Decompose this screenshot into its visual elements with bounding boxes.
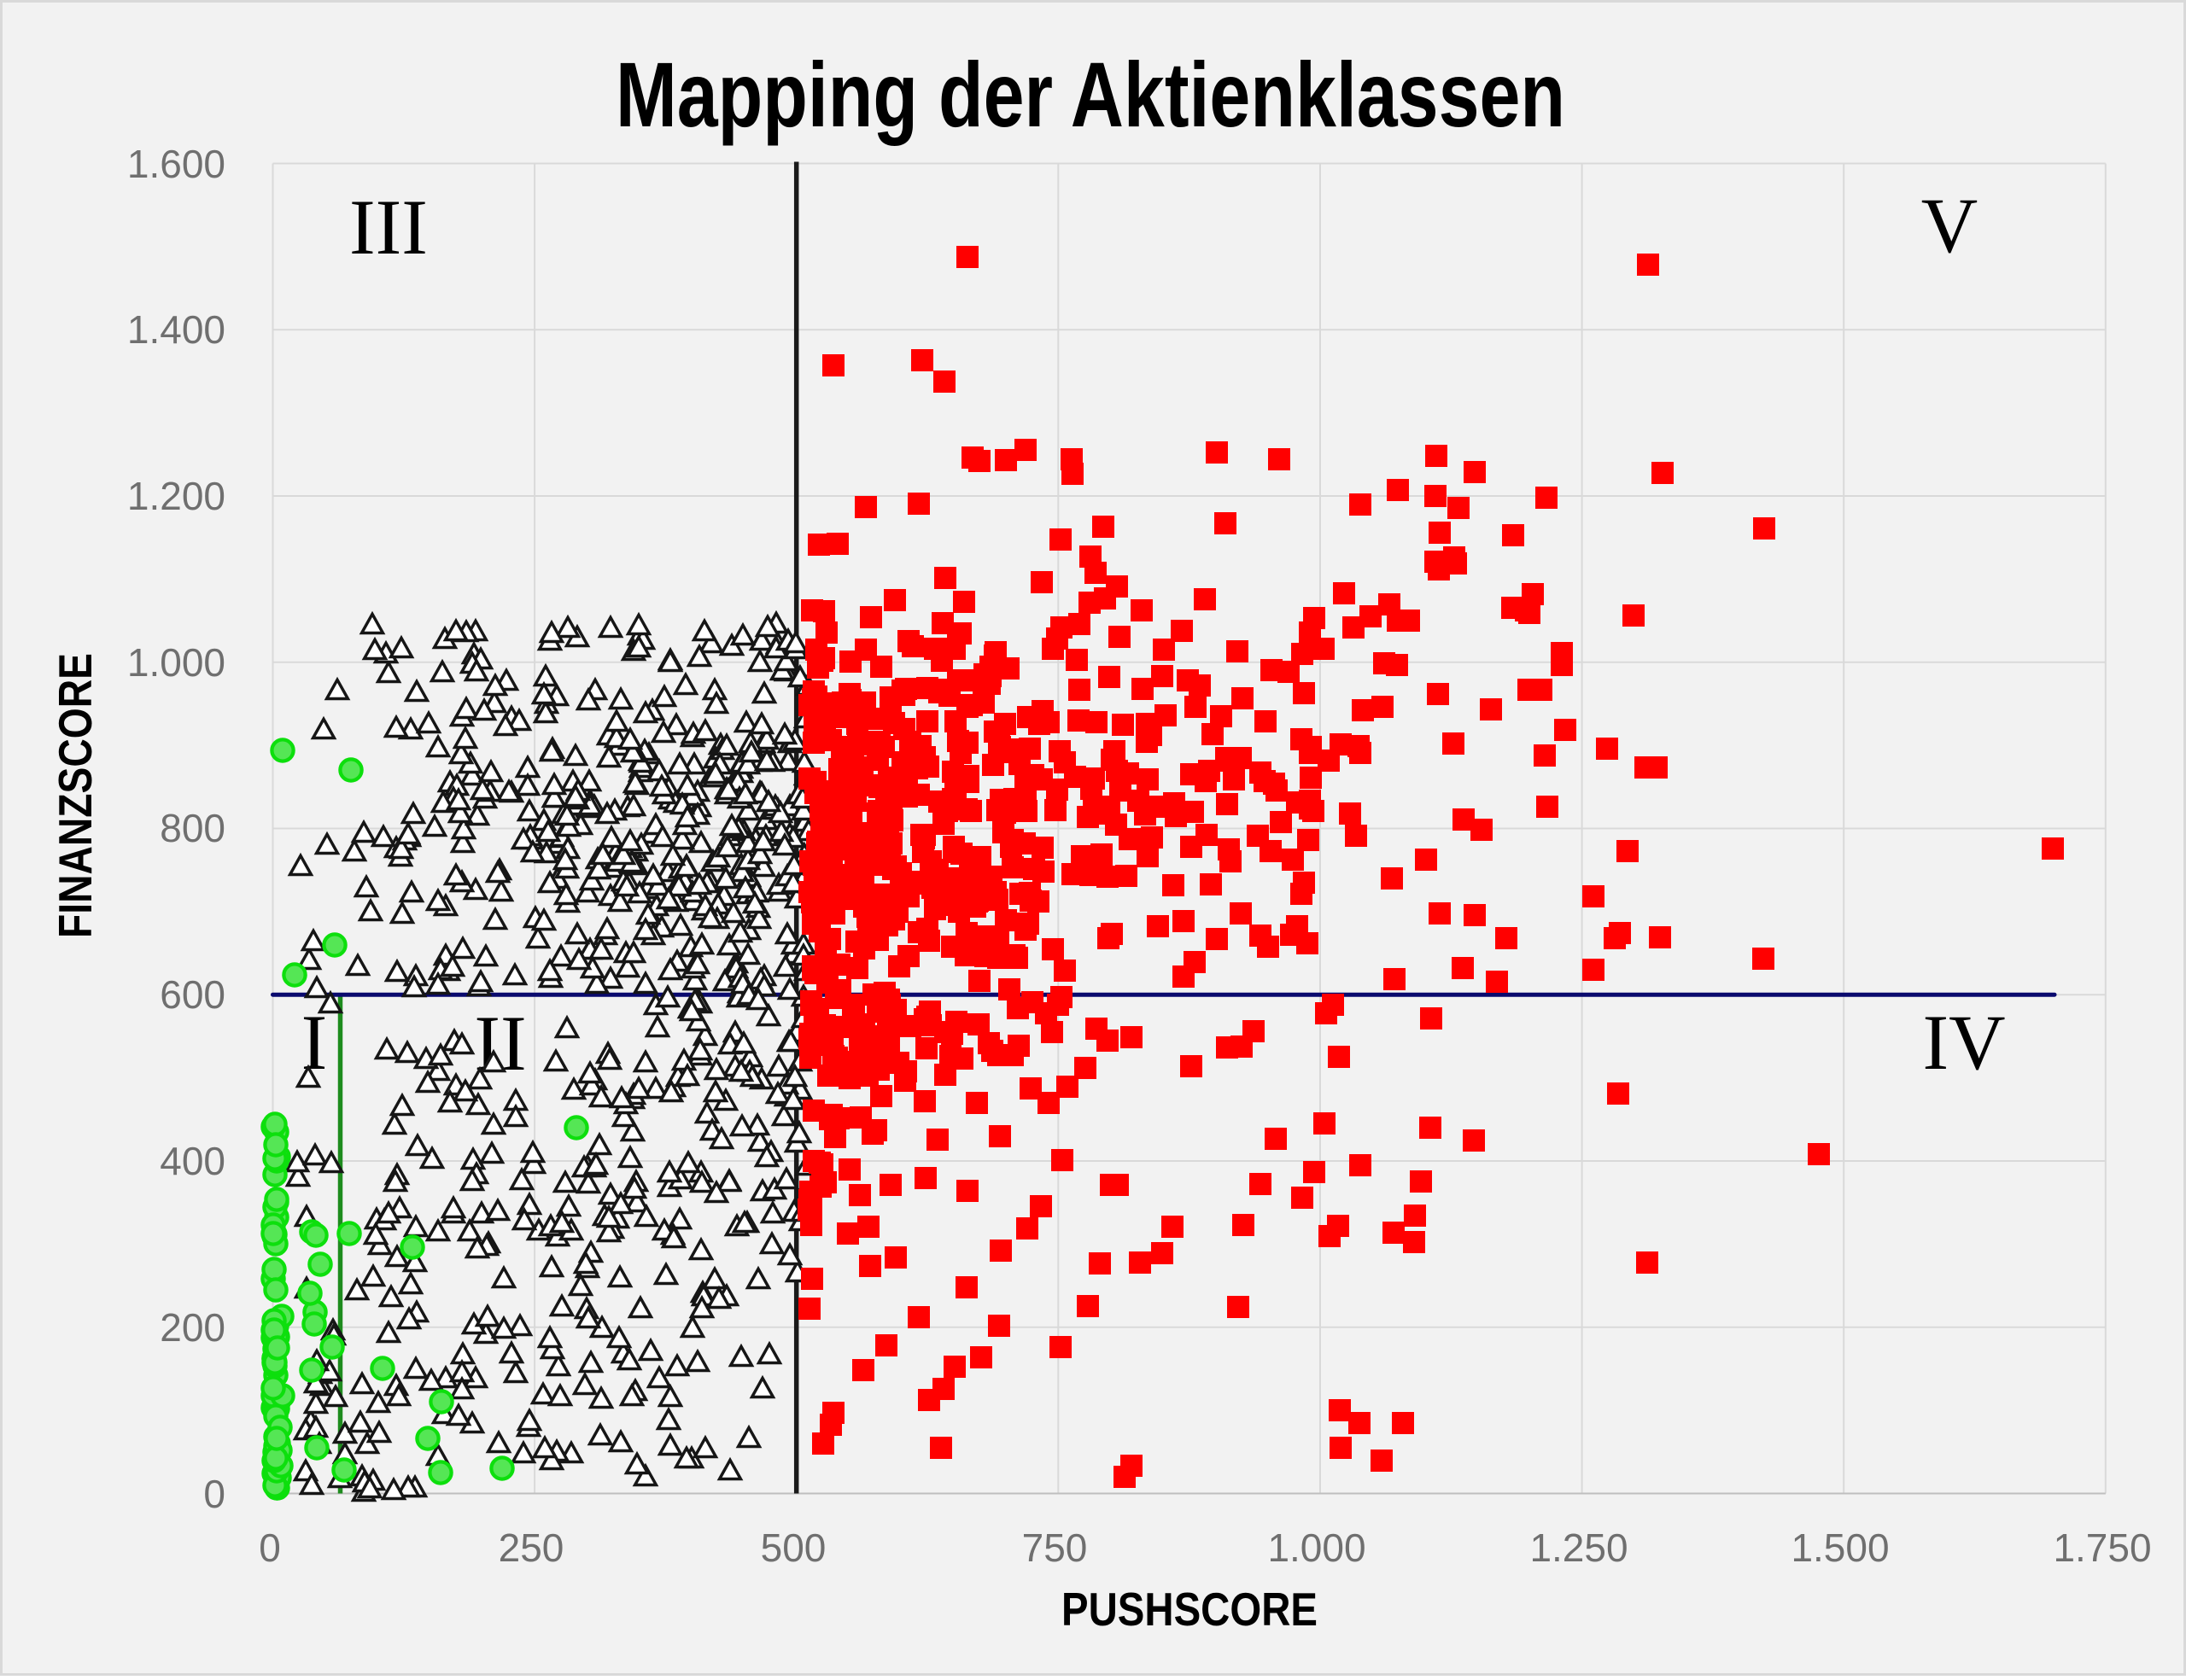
svg-text:1.600: 1.600 bbox=[127, 142, 225, 186]
svg-text:1.250: 1.250 bbox=[1529, 1525, 1628, 1570]
svg-text:0: 0 bbox=[203, 1472, 225, 1516]
svg-text:750: 750 bbox=[1022, 1525, 1088, 1570]
svg-text:250: 250 bbox=[499, 1525, 564, 1570]
svg-text:0: 0 bbox=[259, 1525, 281, 1570]
svg-text:1.000: 1.000 bbox=[127, 640, 225, 685]
svg-text:1.400: 1.400 bbox=[127, 307, 225, 352]
svg-text:1.750: 1.750 bbox=[2053, 1525, 2151, 1570]
svg-text:600: 600 bbox=[160, 972, 225, 1017]
svg-text:400: 400 bbox=[160, 1139, 225, 1183]
svg-text:PUSHSCORE: PUSHSCORE bbox=[1061, 1583, 1318, 1636]
svg-text:200: 200 bbox=[160, 1305, 225, 1350]
svg-text:Mapping der Aktienklassen: Mapping der Aktienklassen bbox=[616, 43, 1565, 146]
svg-text:V: V bbox=[1921, 182, 1978, 269]
svg-text:1.200: 1.200 bbox=[127, 474, 225, 518]
svg-text:500: 500 bbox=[761, 1525, 827, 1570]
svg-text:IV: IV bbox=[1922, 999, 2005, 1086]
svg-text:FINANZSCORE: FINANZSCORE bbox=[49, 653, 102, 938]
svg-text:1.500: 1.500 bbox=[1791, 1525, 1889, 1570]
svg-text:1.000: 1.000 bbox=[1267, 1525, 1365, 1570]
svg-text:800: 800 bbox=[160, 806, 225, 850]
svg-text:III: III bbox=[349, 184, 428, 271]
